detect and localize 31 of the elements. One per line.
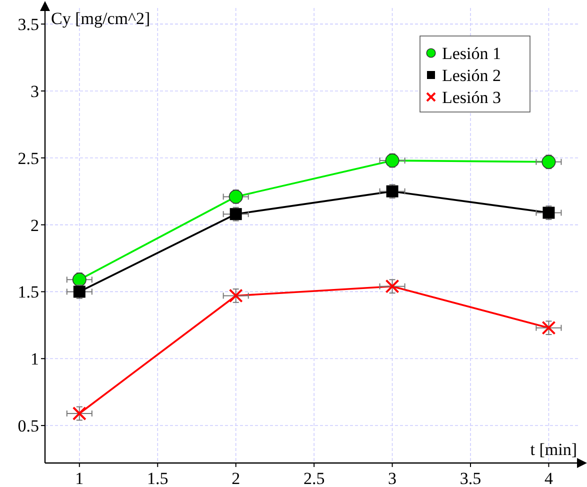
point [228,190,243,204]
y-tick-label: 1.5 [18,282,39,302]
x-tick-label: 1.5 [147,469,168,487]
point [72,406,86,420]
point [228,288,243,303]
point [385,154,400,168]
x-tick-label: 2.5 [303,469,325,487]
x-tick-label: 1 [75,469,84,487]
y-tick-label: 1 [30,350,39,369]
legend-label: Lesión 1 [442,44,502,63]
y-tick-label: 3.5 [18,15,39,34]
y-tick-label: 0.5 [18,416,39,436]
x-tick-label: 3.5 [460,469,482,487]
point [72,272,86,287]
legend-label: Lesión 2 [442,66,502,85]
y-tick-label: 2 [30,216,39,235]
point [230,208,242,220]
y-tick-label: 3 [30,82,39,101]
x-tick-label: 4 [544,469,554,487]
point [385,279,400,294]
point [542,206,555,219]
x-tick-label: 3 [388,469,397,487]
x-axis-title: t [min] [530,440,577,459]
x-tick-label: 2 [232,469,240,487]
y-axis-title: Cy [mg/cm^2] [51,9,150,28]
y-tick-label: 2.5 [18,148,39,168]
point [542,320,556,335]
point [73,286,86,298]
point [542,154,556,169]
legend-label: Lesión 3 [442,88,502,107]
point [386,185,398,198]
